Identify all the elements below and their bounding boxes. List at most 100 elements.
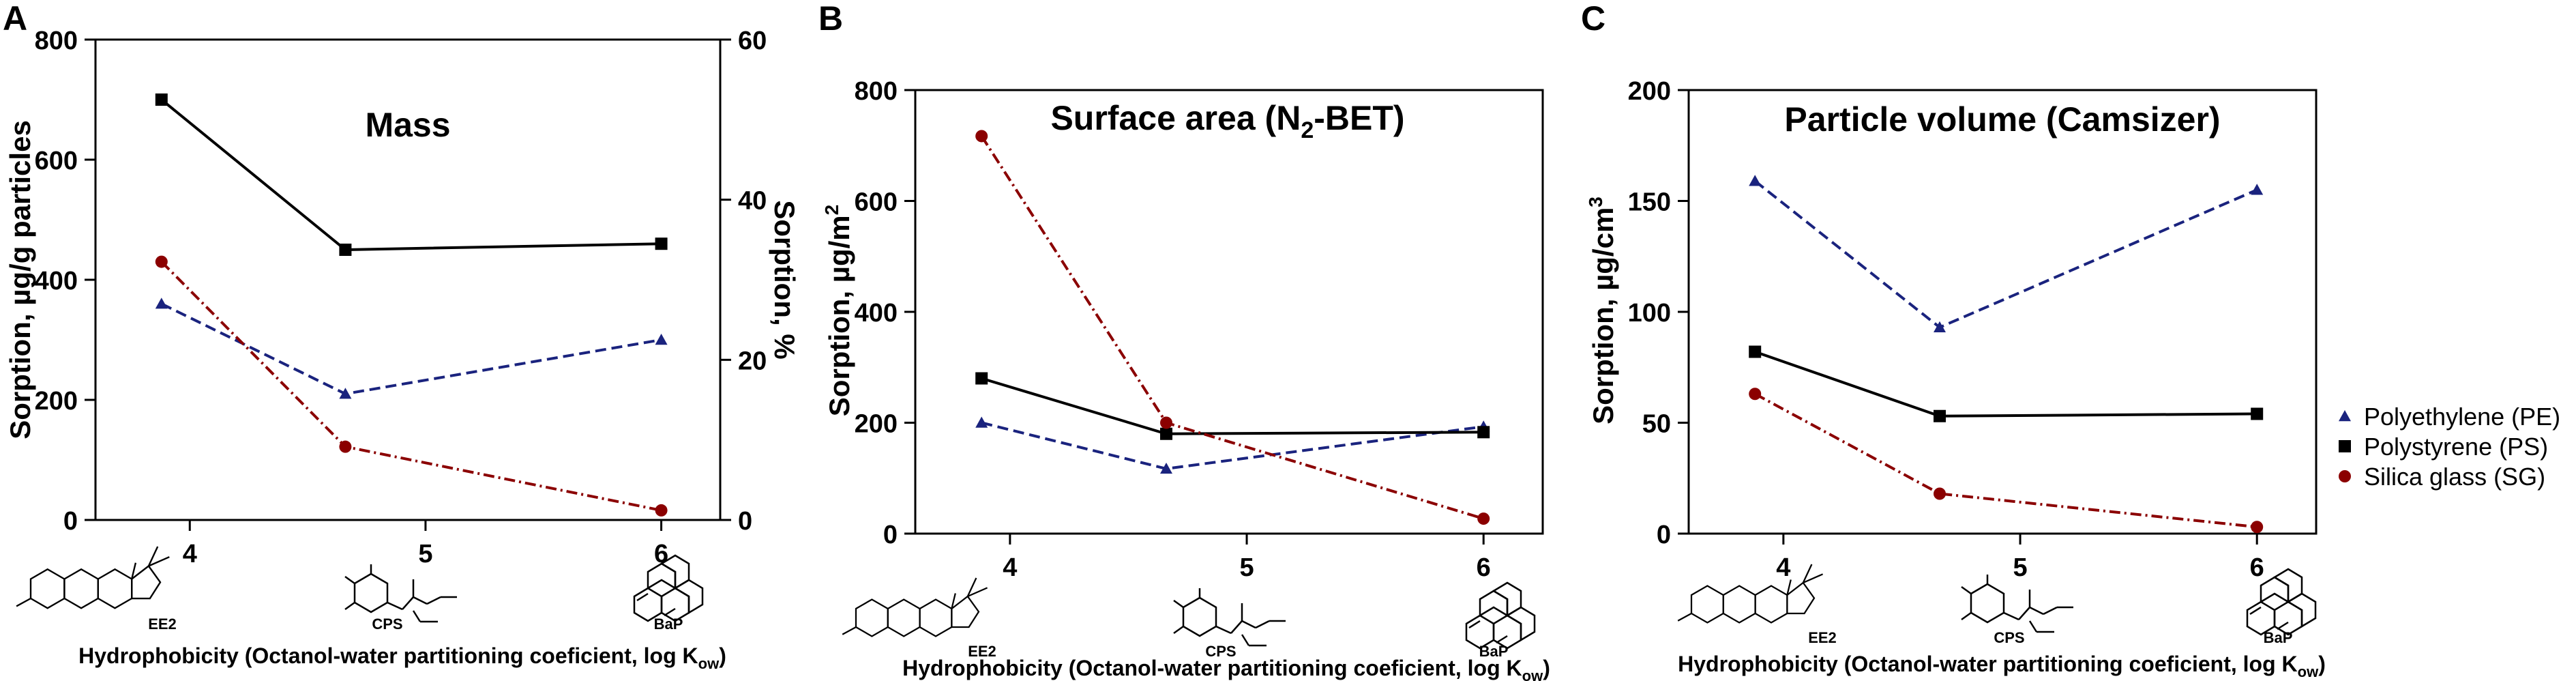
series-circle (1749, 388, 2264, 534)
x-axis-label: Hydrophobicity (Octanol-water partitioni… (902, 656, 1550, 681)
y-tick-label: 0 (1657, 521, 1671, 549)
y-tick-label: 800 (855, 77, 898, 106)
data-point (2339, 470, 2351, 482)
molecule-label: BaP (1479, 643, 1509, 660)
y-tick-label-right: 0 (738, 507, 752, 536)
data-point (655, 334, 668, 345)
y-axis-label-right: Sorption, % (769, 200, 801, 359)
series-triangle (975, 416, 1490, 474)
molecule-bap: BaP (2246, 568, 2317, 646)
molecule-ee2: EE2 (842, 577, 996, 660)
x-tick-label: 6 (2250, 553, 2264, 582)
series-square (975, 372, 1490, 440)
chart-title: Particle volume (Camsizer) (1784, 100, 2220, 139)
data-point (2339, 410, 2351, 422)
series-line (981, 421, 1484, 470)
data-point (1749, 345, 1762, 358)
series-line (1754, 350, 2257, 418)
series-layer (975, 130, 1490, 525)
series-square (155, 93, 668, 256)
y-tick-label: 600 (855, 188, 898, 217)
data-point (155, 93, 168, 106)
series-circle (975, 130, 1490, 525)
series-line (1753, 179, 2258, 330)
y-tick-label: 400 (35, 267, 78, 295)
molecule-structures: EE2 CPS BaP (842, 577, 1536, 660)
y-tick-label: 0 (883, 521, 898, 549)
panel-letter: B (818, 0, 843, 38)
left-y-axis: 0 200 400 600 800 (35, 27, 95, 536)
data-point (655, 237, 668, 250)
molecule-label: EE2 (1808, 629, 1837, 646)
y-tick-label: 0 (63, 507, 78, 536)
series-circle (155, 255, 668, 517)
panel-letter: A (3, 0, 27, 38)
data-point (339, 244, 352, 256)
data-point (1934, 321, 1946, 332)
x-tick-label: 5 (1239, 553, 1254, 582)
y-tick-label: 400 (855, 299, 898, 328)
data-point (1160, 462, 1172, 474)
series-line (980, 135, 1484, 520)
legend-label: Silica glass (SG) (2364, 463, 2545, 491)
series-triangle (155, 298, 668, 399)
series-line (1754, 392, 2257, 529)
data-point (1749, 175, 1762, 186)
molecule-cps: CPS (344, 563, 458, 633)
data-point (2339, 440, 2351, 452)
molecule-structures: EE2 CPS BaP (1677, 563, 2317, 646)
x-tick-label: 5 (2013, 553, 2027, 582)
series-layer (155, 93, 668, 517)
molecule-label: EE2 (148, 615, 177, 633)
legend-item: Polystyrene (PS) (2339, 433, 2548, 461)
chart-title: Surface area (N2-BET) (1050, 99, 1404, 143)
y-axis-label: Sorption, µg/cm3 (1585, 197, 1619, 424)
x-axis-label: Hydrophobicity (Octanol-water partitioni… (1678, 652, 2326, 680)
legend-item: Silica glass (SG) (2339, 463, 2545, 491)
data-point (655, 504, 668, 517)
molecule-bap: BaP (1465, 581, 1536, 660)
data-point (339, 388, 352, 399)
y-tick-label-right: 40 (738, 187, 767, 216)
y-tick-label: 800 (35, 27, 78, 55)
y-axis: 0 50 100 150 200 (1628, 77, 1689, 549)
data-point (1477, 512, 1490, 525)
chart-title: Mass (365, 106, 450, 144)
right-y-axis: 0 20 40 60 (720, 27, 767, 536)
data-point (2251, 521, 2264, 534)
data-point (1160, 416, 1172, 429)
x-axis-label: Hydrophobicity (Octanol-water partitioni… (78, 643, 726, 672)
legend: Polyethylene (PE)Polystyrene (PS)Silica … (2339, 403, 2560, 491)
plot-frame (914, 89, 1544, 535)
data-point (155, 298, 168, 309)
data-point (1477, 426, 1490, 439)
y-tick-label: 50 (1642, 410, 1671, 439)
molecule-bap: BaP (633, 554, 704, 633)
panel-c: C Particle volume (Camsizer) 0 50 100 150 20… (1581, 0, 2326, 680)
molecule-ee2: EE2 (1677, 563, 1837, 646)
legend-label: Polystyrene (PS) (2364, 433, 2548, 461)
x-axis: 4 5 6 (1776, 534, 2264, 582)
y-tick-label-right: 20 (738, 347, 767, 375)
molecule-label: CPS (1994, 629, 2024, 646)
x-tick-label: 4 (1776, 553, 1790, 582)
x-tick-label: 4 (1003, 553, 1017, 582)
data-point (1934, 487, 1946, 500)
y-tick-label: 200 (1628, 77, 1671, 106)
data-point (975, 130, 988, 143)
series-line (160, 302, 662, 396)
molecule-label: EE2 (968, 643, 996, 660)
data-point (155, 255, 168, 268)
legend-label: Polyethylene (PE) (2364, 403, 2560, 431)
y-tick-label: 100 (1628, 299, 1671, 328)
y-axis-label: Sorption, µg/g particles (4, 120, 36, 439)
molecule-ee2: EE2 (15, 545, 177, 633)
series-layer (1749, 175, 2264, 534)
series-triangle (1749, 175, 2264, 332)
x-tick-label: 6 (1477, 553, 1491, 582)
series-line (160, 261, 662, 512)
molecule-cps: CPS (1960, 573, 2075, 646)
